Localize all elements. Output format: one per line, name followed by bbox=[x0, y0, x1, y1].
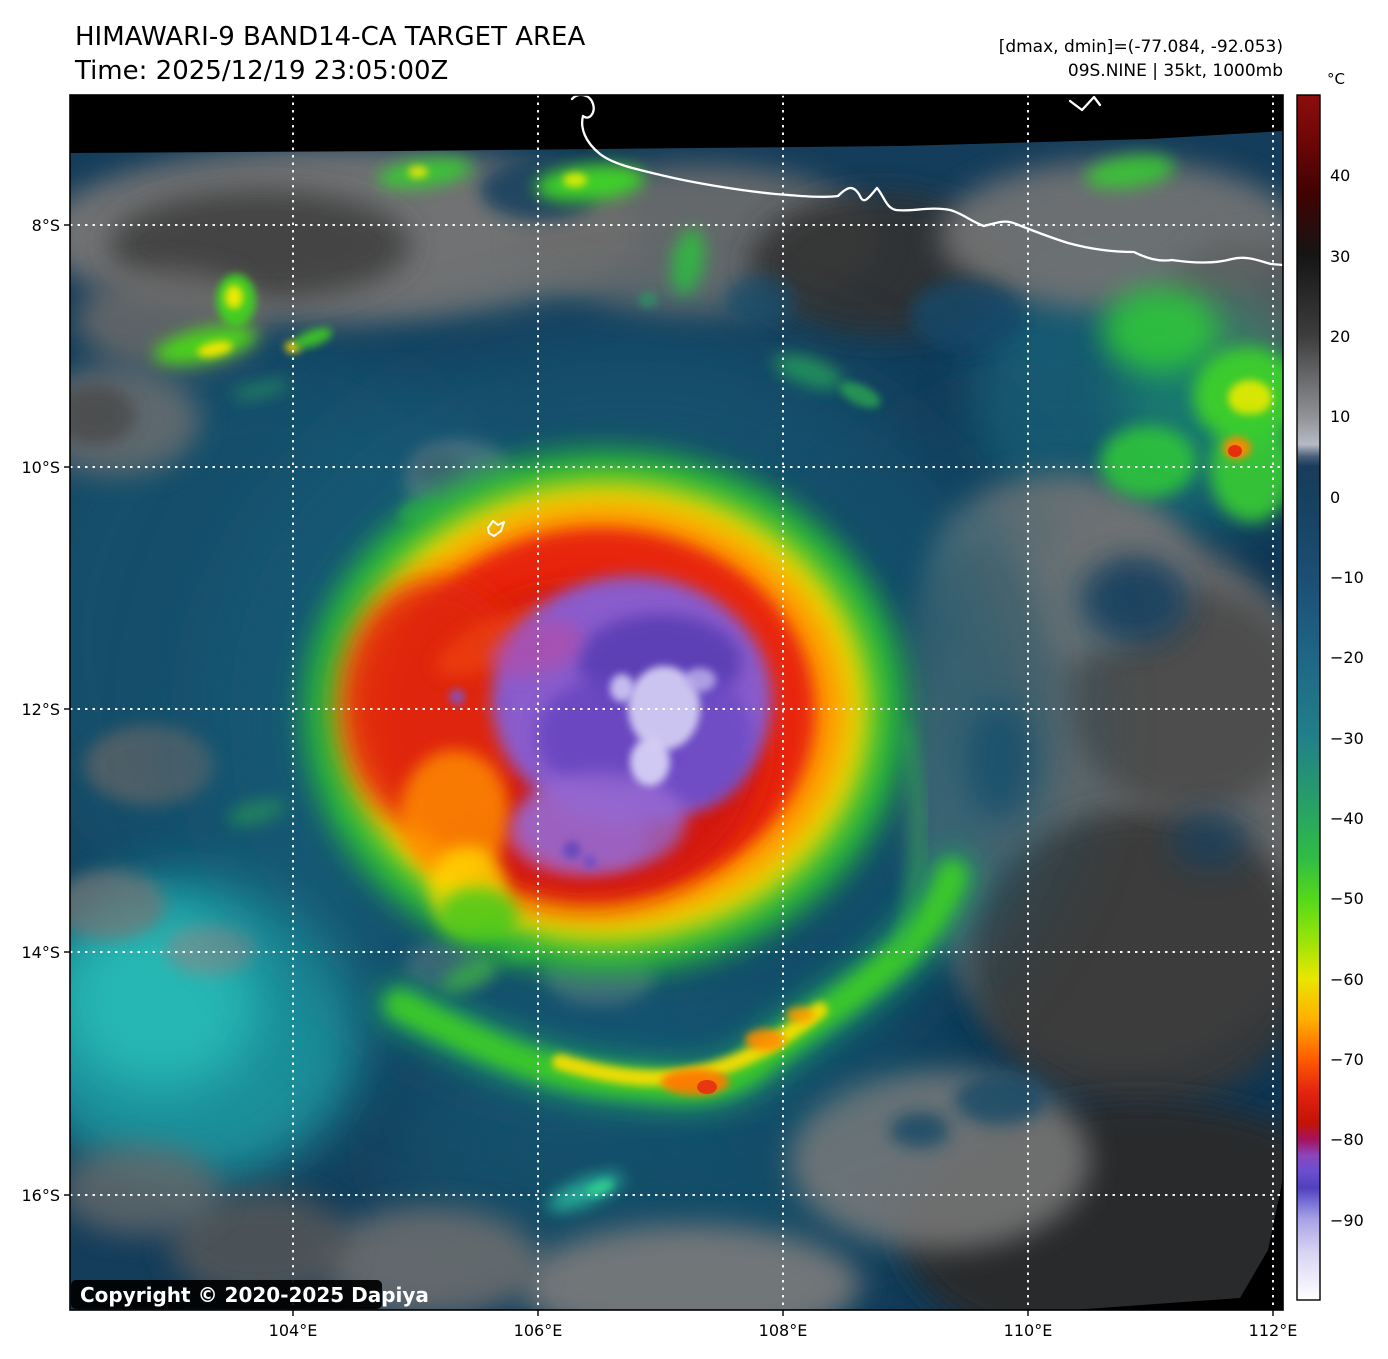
colorbar-tick-labels: 40 30 20 10 0 −10 −20 −30 −40 −50 −60 −7… bbox=[1330, 166, 1364, 1230]
colorbar-tick: −60 bbox=[1330, 970, 1364, 989]
lon-label: 106°E bbox=[514, 1321, 563, 1340]
colorbar-tick: −50 bbox=[1330, 889, 1364, 908]
colorbar-tick: −80 bbox=[1330, 1130, 1364, 1149]
scattered-convection-cells bbox=[154, 154, 1283, 1211]
lon-label: 112°E bbox=[1249, 1321, 1298, 1340]
colorbar-tick: −90 bbox=[1330, 1211, 1364, 1230]
lon-label: 110°E bbox=[1004, 1321, 1053, 1340]
spiral-rainband bbox=[374, 724, 978, 1113]
lon-label: 104°E bbox=[269, 1321, 318, 1340]
lat-label: 8°S bbox=[32, 216, 60, 235]
colorbar-tick: 20 bbox=[1330, 327, 1350, 346]
lon-label: 108°E bbox=[759, 1321, 808, 1340]
colorbar-tick: −10 bbox=[1330, 568, 1364, 587]
axis-ticks bbox=[64, 224, 1274, 1316]
coastline bbox=[487, 95, 1283, 537]
satellite-map: Copyright © 2020-2025 Dapiya bbox=[70, 95, 1283, 1310]
colorbar-tick: 10 bbox=[1330, 407, 1350, 426]
colorbar-tick: 0 bbox=[1330, 488, 1340, 507]
map-border bbox=[69, 94, 1284, 1311]
tropical-cyclone-core bbox=[200, 330, 1060, 1110]
copyright-badge: Copyright © 2020-2025 Dapiya bbox=[71, 1280, 429, 1309]
lat-label: 10°S bbox=[21, 458, 60, 477]
copyright-text: Copyright © 2020-2025 Dapiya bbox=[80, 1283, 429, 1307]
colorbar-gradient bbox=[1296, 94, 1321, 1301]
latitude-axis: 8°S 10°S 12°S 14°S 16°S bbox=[21, 216, 60, 1205]
colorbar-tick: 40 bbox=[1330, 166, 1350, 185]
lat-label: 16°S bbox=[21, 1186, 60, 1205]
colorbar-tick: −40 bbox=[1330, 809, 1364, 828]
graticule-gridlines bbox=[70, 95, 1283, 1310]
lat-label: 14°S bbox=[21, 943, 60, 962]
colorbar: 40 30 20 10 0 −10 −20 −30 −40 −50 −60 −7… bbox=[1296, 94, 1364, 1301]
colorbar-unit-label: °C bbox=[1327, 70, 1345, 88]
dminmax-annotation: [dmax, dmin]=(-77.084, -92.053) bbox=[999, 37, 1283, 57]
christmas-island-outline bbox=[487, 520, 505, 537]
storm-info-annotation: 09S.NINE | 35kt, 1000mb bbox=[1068, 61, 1283, 81]
longitude-axis: 104°E 106°E 108°E 110°E 112°E bbox=[269, 1321, 1298, 1340]
colorbar-tick: −20 bbox=[1330, 648, 1364, 667]
plot-time: Time: 2025/12/19 23:05:00Z bbox=[74, 56, 448, 86]
colorbar-tick: −30 bbox=[1330, 729, 1364, 748]
plot-title: HIMAWARI-9 BAND14-CA TARGET AREA bbox=[75, 22, 585, 52]
no-data-region bbox=[70, 95, 1283, 1310]
colorbar-tick: −70 bbox=[1330, 1050, 1364, 1069]
colorbar-tick: 30 bbox=[1330, 247, 1350, 266]
lat-label: 12°S bbox=[21, 700, 60, 719]
